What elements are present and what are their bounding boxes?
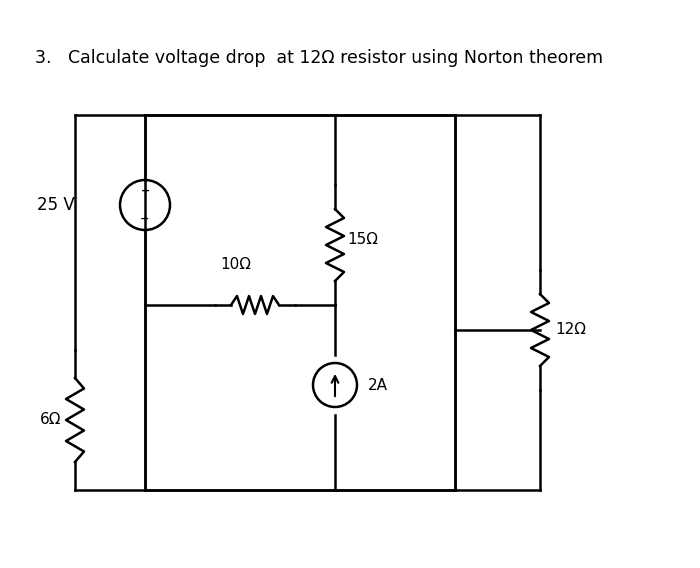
Bar (145, 115, 455, 490)
Text: 12Ω: 12Ω (555, 323, 586, 337)
Text: −: − (140, 214, 150, 224)
Text: 6Ω: 6Ω (40, 412, 62, 428)
Text: 2A: 2A (368, 378, 388, 392)
Text: 15Ω: 15Ω (347, 232, 378, 248)
Text: +: + (141, 186, 150, 196)
Text: 25 V: 25 V (37, 196, 75, 214)
Text: 3.   Calculate voltage drop  at 12Ω resistor using Norton theorem: 3. Calculate voltage drop at 12Ω resisto… (35, 49, 603, 67)
Text: 10Ω: 10Ω (220, 257, 251, 272)
